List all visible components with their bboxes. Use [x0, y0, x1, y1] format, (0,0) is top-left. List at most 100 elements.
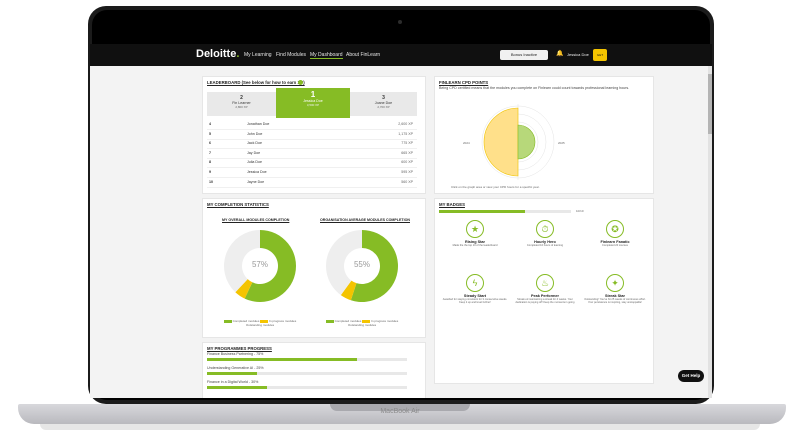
podium-name: Jessica Doe [303, 99, 323, 103]
programme-label[interactable]: Understanding Generative AI - 25% [207, 366, 264, 370]
camera-icon [398, 20, 402, 24]
badge-item[interactable]: ✪ Finlearn Fanatic Completed 20 courses [582, 220, 648, 247]
org-completion-title: ORGANISATION AVERAGE MODULES COMPLETION [320, 218, 410, 222]
badge-glyph: ♨ [540, 278, 550, 288]
completion-title: MY COMPLETION STATISTICS [207, 202, 269, 207]
avatar[interactable]: GET HELP ASAP [593, 49, 607, 81]
user-name[interactable]: Jessica Doe [567, 52, 589, 57]
shooting-star-icon: ✦ [606, 274, 624, 292]
medal-icon: ✪ [606, 220, 624, 238]
deloitte-logo[interactable]: Deloitte. [196, 48, 240, 60]
legend-outstanding: Outstanding modules [347, 323, 377, 327]
row-rank: 7 [209, 150, 211, 155]
row-name: Jay Doe [247, 150, 261, 155]
badge-description: Completed 10 hours of learning [526, 244, 564, 247]
badge-item[interactable]: ★ Rising Star Made the the top 10 of the l… [442, 220, 508, 247]
cpd-segment-2025[interactable] [517, 124, 536, 160]
podium-first-content: 1 Jessica Doe 3,500 XP [276, 90, 350, 107]
leaderboard-title[interactable]: LEADERBOARD (See below for how to earn X… [207, 80, 305, 85]
badge-title: Steady Start [463, 294, 487, 298]
badge-glyph: ★ [470, 224, 480, 234]
badges-count: 10/10 [576, 209, 584, 213]
info-icon[interactable] [298, 80, 303, 85]
cpd-polar-chart[interactable] [474, 102, 562, 182]
programme-progress-fill [207, 372, 257, 375]
badge-item[interactable]: ♨ Peak Performer Streak ed maintaining a s… [512, 274, 578, 305]
programme-label[interactable]: Finance in a Digital World - 30% [207, 380, 259, 384]
overall-donut[interactable] [222, 228, 298, 304]
programme-progress-fill [207, 358, 357, 361]
donut-outstanding-slice[interactable] [224, 230, 260, 293]
get-help-button[interactable]: Get Help [678, 370, 704, 382]
row-xp: 1,175 XP [398, 131, 413, 136]
badge-item[interactable]: ⏱ Hourly Hero Completed 10 hours of learni… [512, 220, 578, 247]
top-navbar: Deloitte. My Learning Find Modules My Da… [90, 44, 712, 81]
cpd-segment-2024[interactable] [483, 107, 519, 177]
laptop-base-notch [330, 404, 470, 411]
badge-description: Awarded for staying consistent for 3 con… [442, 298, 508, 305]
legend-completed: Completed modules [334, 319, 362, 323]
nav-my-learning[interactable]: My Learning [244, 52, 272, 58]
overall-completion-title: MY OVERALL MODULES COMPLETION [222, 218, 290, 222]
podium-third: 3 Joane Doe 2,700 XP [350, 95, 417, 109]
donut-in-progress-slice[interactable] [340, 280, 357, 301]
row-xp: 2,600 XP [398, 122, 413, 126]
laptop-shadow [40, 424, 760, 430]
donut-completed-slice[interactable] [350, 230, 399, 302]
org-donut[interactable] [324, 228, 400, 304]
row-name: Jayne Doe [247, 179, 265, 184]
badge-title: Streak Star [604, 294, 626, 298]
org-percent: 55% [353, 260, 370, 269]
legend-completed: Completed modules [232, 319, 260, 323]
bonus-status-button[interactable]: Bonus Inactive [500, 50, 548, 60]
badge-title: Rising Star [464, 240, 486, 244]
row-rank: 9 [209, 170, 211, 174]
nav-my-dashboard[interactable]: My Dashboard [310, 52, 343, 59]
badge-item[interactable]: ϟ Steady Start Awarded for staying consist… [442, 274, 508, 305]
nav-find-modules[interactable]: Find Modules [276, 52, 307, 58]
badge-glyph: ✪ [611, 224, 619, 234]
badge-title: Hourly Hero [534, 240, 556, 244]
bell-icon[interactable]: 🔔 [556, 51, 564, 57]
leaderboard-row: 5 John Doe 1,175 XP [207, 130, 417, 140]
legend-in-progress-swatch [260, 319, 269, 323]
nav-about-finlearn[interactable]: About FinLearn [346, 52, 381, 58]
programme-progress-track [207, 386, 407, 389]
podium-rank: 3 [382, 95, 385, 101]
programme-progress-track [207, 372, 407, 375]
legend-outstanding: Outstanding modules [245, 323, 275, 327]
scrollbar-thumb[interactable] [708, 74, 712, 134]
legend-in-progress: In progress modules [371, 319, 399, 323]
programme-label[interactable]: Finance Business Partnering - 75% [207, 352, 264, 356]
overall-legend: Completed modules In progress modules Ou… [220, 319, 300, 327]
legend-completed-swatch [325, 319, 334, 323]
leaderboard-row: 8 Julia Doe 600 XP [207, 158, 417, 169]
leaderboard-row: 6 Jack Doe 775 XP [207, 139, 417, 150]
row-xp: 560 XP [401, 179, 413, 184]
legend-in-progress: In progress modules [269, 319, 297, 323]
badge-glyph: ✦ [611, 278, 619, 288]
badges-progress-fill [439, 210, 525, 213]
podium-second: 2 Fin Learner 2,800 XP [207, 95, 276, 109]
donut-completed-slice[interactable] [244, 230, 296, 302]
laptop-base [18, 404, 786, 424]
programme-progress-fill [207, 386, 267, 389]
cpd-year-2025: 2025 [558, 141, 565, 145]
donut-outstanding-slice[interactable] [326, 230, 362, 296]
scrollbar[interactable] [708, 66, 712, 398]
badge-item[interactable]: ✦ Streak Star Outstanding! You've hit 25 w… [582, 274, 648, 305]
device-label: MacBook Air [380, 408, 420, 415]
cpd-card [434, 76, 654, 194]
overall-percent: 57% [251, 260, 268, 269]
podium-xp: 2,700 XP [377, 105, 390, 109]
row-name: Jessica Doe [247, 170, 267, 174]
row-name: Jonathan Doe [247, 122, 270, 126]
badge-title: Peak Performer [530, 294, 560, 298]
bonus-label: Bonus Inactive [510, 52, 538, 57]
legend-completed-swatch [223, 319, 232, 323]
cpd-title: FINLEARN CPD POINTS [439, 80, 489, 85]
programmes-title: MY PROGRAMMES PROGRESS [207, 346, 272, 351]
badge-title: Finlearn Fanatic [600, 240, 630, 244]
donut-in-progress-slice[interactable] [235, 279, 253, 299]
badge-description: Streak ed maintaining a streak for 4 wee… [515, 298, 575, 305]
